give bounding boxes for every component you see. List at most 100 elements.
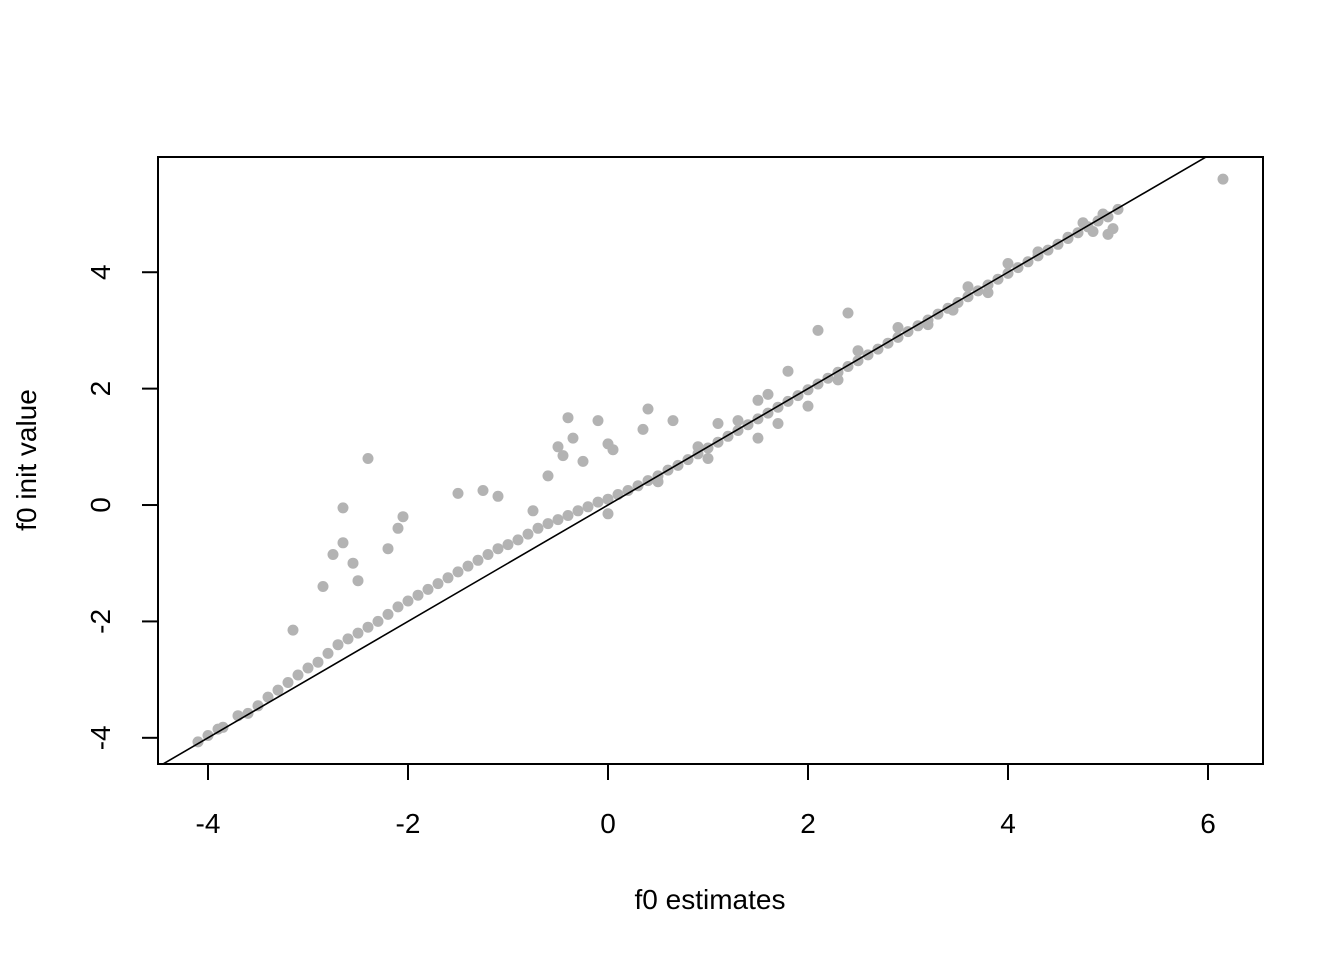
data-point-17 <box>362 621 374 633</box>
x-tick-label: 6 <box>1200 808 1216 839</box>
data-point-108 <box>542 470 554 482</box>
data-point-37 <box>562 510 574 521</box>
data-point-27 <box>462 560 474 572</box>
data-point-96 <box>337 537 349 549</box>
x-tick-label: 0 <box>600 808 616 839</box>
data-point-117 <box>637 423 649 435</box>
data-point-28 <box>472 554 484 566</box>
x-tick-label: 4 <box>1000 808 1016 839</box>
data-point-40 <box>592 496 604 508</box>
data-point-19 <box>382 608 394 620</box>
data-point-133 <box>702 453 714 464</box>
data-point-11 <box>302 662 314 674</box>
x-tick-label: 2 <box>800 808 816 839</box>
data-point-34 <box>532 522 544 534</box>
data-point-126 <box>812 324 824 336</box>
data-point-132 <box>752 432 764 444</box>
data-point-148 <box>1097 208 1109 220</box>
data-point-122 <box>732 415 744 427</box>
data-point-110 <box>562 412 574 424</box>
x-axis-title: f0 estimates <box>635 884 786 915</box>
data-point-102 <box>397 511 409 523</box>
data-point-7 <box>262 691 274 703</box>
data-point-138 <box>947 304 959 316</box>
data-point-13 <box>322 647 334 659</box>
data-point-140 <box>982 287 994 299</box>
data-point-105 <box>477 485 489 496</box>
identity-line <box>161 157 1208 764</box>
data-point-6 <box>252 700 264 712</box>
data-point-22 <box>412 589 424 601</box>
data-point-14 <box>332 639 344 651</box>
data-point-119 <box>667 415 679 427</box>
data-point-36 <box>552 514 564 526</box>
y-tick-label: -4 <box>85 725 116 750</box>
y-axis-title: f0 init value <box>11 389 42 531</box>
points-layer <box>192 173 1229 748</box>
data-point-95 <box>362 453 374 464</box>
y-axis: -4 -2 0 2 4 <box>85 264 159 750</box>
data-point-21 <box>402 595 414 607</box>
data-point-39 <box>582 501 594 513</box>
data-point-131 <box>772 418 784 429</box>
data-point-12 <box>312 656 324 668</box>
data-point-103 <box>392 522 404 534</box>
data-point-134 <box>652 476 664 488</box>
data-point-139 <box>962 281 974 293</box>
data-point-142 <box>1032 246 1044 258</box>
data-point-30 <box>492 543 504 555</box>
data-point-104 <box>452 487 464 499</box>
data-point-31 <box>502 539 514 551</box>
data-point-9 <box>282 677 294 688</box>
x-axis: -4 -2 0 2 4 6 <box>196 763 1216 839</box>
data-point-24 <box>432 578 444 590</box>
data-point-123 <box>752 394 764 406</box>
data-point-23 <box>422 583 434 595</box>
x-tick-label: -2 <box>396 808 421 839</box>
data-point-149 <box>1217 173 1229 185</box>
data-point-18 <box>372 615 384 627</box>
data-point-20 <box>392 601 404 613</box>
data-point-94 <box>337 502 349 514</box>
data-point-35 <box>542 518 554 530</box>
data-point-141 <box>1002 258 1014 269</box>
data-point-106 <box>492 490 504 502</box>
data-point-25 <box>442 572 454 584</box>
data-point-125 <box>782 365 794 377</box>
data-point-99 <box>317 581 329 592</box>
data-point-121 <box>712 418 724 429</box>
data-point-145 <box>1087 226 1099 237</box>
data-point-43 <box>622 485 634 496</box>
data-point-127 <box>842 307 854 319</box>
data-point-109 <box>557 450 569 462</box>
data-point-10 <box>292 669 304 681</box>
data-point-15 <box>342 633 354 645</box>
data-point-38 <box>572 505 584 517</box>
y-tick-label: 2 <box>85 381 116 397</box>
data-point-147 <box>1107 223 1119 235</box>
x-tick-label: -4 <box>196 808 221 839</box>
data-point-97 <box>327 549 339 560</box>
data-point-98 <box>347 557 359 569</box>
data-point-29 <box>482 549 494 560</box>
data-point-113 <box>577 455 589 467</box>
data-point-32 <box>512 534 524 546</box>
data-point-107 <box>527 505 539 517</box>
data-point-144 <box>1077 217 1089 229</box>
data-point-137 <box>922 319 934 331</box>
data-point-33 <box>522 528 534 540</box>
data-point-124 <box>762 388 774 400</box>
y-tick-label: 0 <box>85 497 116 513</box>
data-point-101 <box>382 543 394 555</box>
data-point-93 <box>287 624 299 636</box>
data-point-8 <box>272 684 284 696</box>
data-point-100 <box>352 575 364 587</box>
data-point-41 <box>602 493 614 505</box>
y-tick-label: 4 <box>85 264 116 280</box>
data-point-112 <box>552 441 564 453</box>
data-point-136 <box>892 322 904 333</box>
data-point-1 <box>202 730 214 741</box>
y-tick-label: -2 <box>85 609 116 634</box>
data-point-130 <box>802 400 814 412</box>
